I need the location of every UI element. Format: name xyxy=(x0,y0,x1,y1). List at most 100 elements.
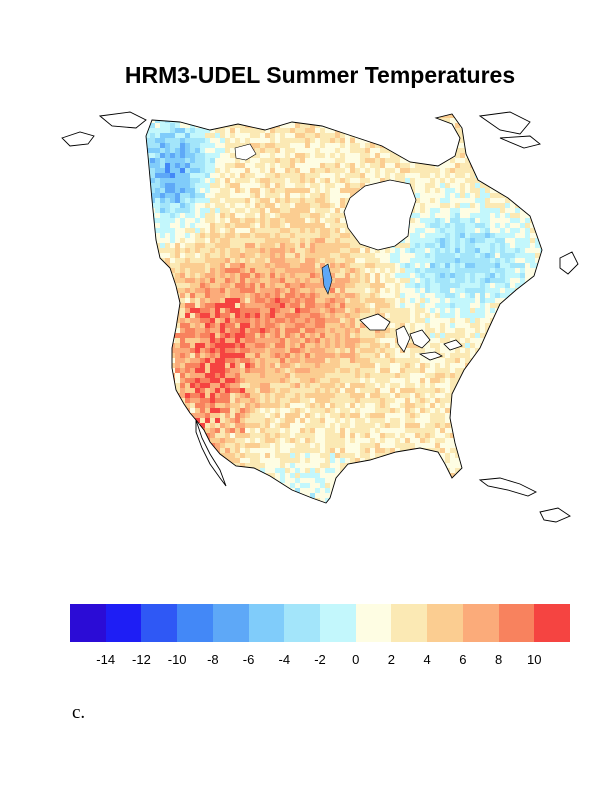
grid-cell xyxy=(235,218,240,223)
grid-cell xyxy=(275,188,280,193)
grid-cell xyxy=(280,338,285,343)
grid-cell xyxy=(490,308,495,313)
grid-cell xyxy=(215,348,220,353)
grid-cell xyxy=(320,188,325,193)
grid-cell xyxy=(270,288,275,293)
grid-cell xyxy=(540,208,542,213)
grid-cell xyxy=(460,148,465,153)
grid-cell xyxy=(390,108,395,113)
grid-cell xyxy=(500,318,505,323)
grid-cell xyxy=(350,343,355,348)
grid-cell xyxy=(480,353,485,358)
grid-cell xyxy=(510,323,515,328)
grid-cell xyxy=(190,188,195,193)
grid-cell xyxy=(205,168,210,173)
grid-cell xyxy=(325,114,330,118)
grid-cell xyxy=(220,213,225,218)
grid-cell xyxy=(165,393,170,398)
grid-cell xyxy=(255,178,260,183)
grid-cell xyxy=(300,178,305,183)
grid-cell xyxy=(495,143,500,148)
grid-cell xyxy=(530,168,535,173)
grid-cell xyxy=(450,193,455,198)
grid-cell xyxy=(200,213,205,218)
grid-cell xyxy=(220,358,225,363)
grid-cell xyxy=(550,353,555,358)
grid-cell xyxy=(435,358,440,363)
grid-cell xyxy=(465,128,470,133)
grid-cell xyxy=(520,213,525,218)
grid-cell xyxy=(170,328,175,333)
grid-cell xyxy=(230,358,235,363)
grid-cell xyxy=(485,338,490,343)
grid-cell xyxy=(150,283,155,288)
grid-cell xyxy=(480,223,485,228)
grid-cell xyxy=(315,363,320,368)
grid-cell xyxy=(495,323,500,328)
grid-cell xyxy=(320,183,325,188)
grid-cell xyxy=(350,138,355,143)
grid-cell xyxy=(245,333,250,338)
grid-cell xyxy=(300,213,305,218)
grid-cell xyxy=(500,333,505,338)
grid-cell xyxy=(490,303,495,308)
grid-cell xyxy=(170,188,175,193)
grid-cell xyxy=(165,228,170,233)
grid-cell xyxy=(150,373,155,378)
grid-cell xyxy=(250,378,255,383)
grid-cell xyxy=(250,373,255,378)
grid-cell xyxy=(190,133,195,138)
grid-cell xyxy=(150,243,155,248)
grid-cell xyxy=(155,203,160,208)
grid-cell xyxy=(490,193,495,198)
grid-cell xyxy=(220,138,225,143)
grid-cell xyxy=(330,183,335,188)
grid-cell xyxy=(450,388,455,393)
grid-cell xyxy=(335,208,340,213)
grid-cell xyxy=(285,123,290,128)
grid-cell xyxy=(245,173,250,178)
grid-cell xyxy=(146,278,150,283)
grid-cell xyxy=(190,318,195,323)
grid-cell xyxy=(540,143,542,148)
grid-cell xyxy=(290,298,295,303)
grid-cell xyxy=(146,208,150,213)
grid-cell xyxy=(200,193,205,198)
grid-cell xyxy=(146,183,150,188)
grid-cell xyxy=(490,138,495,143)
grid-cell xyxy=(410,143,415,148)
grid-cell xyxy=(485,378,490,383)
grid-cell xyxy=(540,358,542,363)
grid-cell xyxy=(440,398,445,403)
grid-cell xyxy=(320,173,325,178)
grid-cell xyxy=(270,198,275,203)
grid-cell xyxy=(455,273,460,278)
grid-cell xyxy=(550,348,555,353)
grid-cell xyxy=(255,238,260,243)
grid-cell xyxy=(370,173,375,178)
grid-cell xyxy=(230,278,235,283)
grid-cell xyxy=(465,198,470,203)
grid-cell xyxy=(240,143,245,148)
grid-cell xyxy=(260,133,265,138)
grid-cell xyxy=(295,188,300,193)
grid-cell xyxy=(245,108,250,113)
grid-cell xyxy=(390,338,395,343)
grid-cell xyxy=(470,393,475,398)
grid-cell xyxy=(440,128,445,133)
grid-cell xyxy=(180,303,185,308)
grid-cell xyxy=(475,188,480,193)
grid-cell xyxy=(170,118,175,123)
grid-cell xyxy=(395,293,400,298)
grid-cell xyxy=(190,148,195,153)
grid-cell xyxy=(225,238,230,243)
grid-cell xyxy=(450,243,455,248)
grid-cell xyxy=(555,283,560,288)
grid-cell xyxy=(375,358,380,363)
grid-cell xyxy=(345,298,350,303)
grid-cell xyxy=(530,358,535,363)
grid-cell xyxy=(160,208,165,213)
grid-cell xyxy=(180,348,185,353)
grid-cell xyxy=(405,308,410,313)
grid-cell xyxy=(245,373,250,378)
